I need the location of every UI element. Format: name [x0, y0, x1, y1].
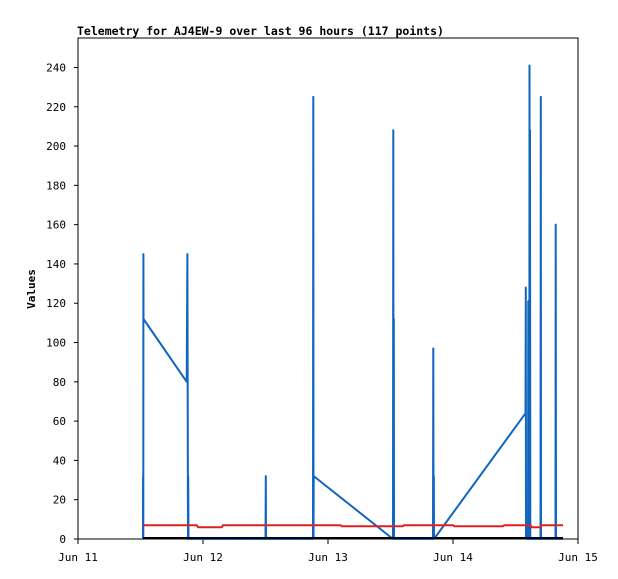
- y-tick-label: 80: [53, 376, 66, 389]
- y-tick-label: 20: [53, 494, 66, 507]
- y-tick-label: 120: [46, 297, 66, 310]
- y-axis-label: Values: [25, 269, 38, 309]
- y-tick-label: 180: [46, 179, 66, 192]
- plot-area-frame: [77, 37, 579, 540]
- series-line-0: [142, 64, 563, 540]
- y-axis-ticks: 0 20 40 60 80 100 120 140 160 180 200 220 240: [46, 61, 78, 546]
- y-tick-label: 240: [46, 61, 66, 74]
- chart-title: Telemetry for AJ4EW-9 over last 96 hours…: [77, 24, 444, 38]
- y-tick-label: 100: [46, 337, 66, 350]
- data-series: [142, 64, 563, 540]
- x-tick-label: Jun 12: [183, 551, 223, 564]
- x-tick-label: Jun 14: [433, 551, 473, 564]
- y-tick-label: 220: [46, 101, 66, 114]
- y-tick-label: 140: [46, 258, 66, 271]
- x-tick-label: Jun 15: [558, 551, 598, 564]
- y-tick-label: 60: [53, 415, 66, 428]
- y-tick-label: 160: [46, 219, 66, 232]
- y-tick-label: 40: [53, 454, 66, 467]
- x-tick-label: Jun 13: [308, 551, 348, 564]
- y-tick-label: 0: [59, 533, 66, 546]
- y-tick-label: 200: [46, 140, 66, 153]
- series-line-1: [143, 524, 563, 529]
- x-tick-label: Jun 11: [58, 551, 98, 564]
- x-axis-ticks: Jun 11 Jun 12 Jun 13 Jun 14 Jun 15: [58, 539, 598, 564]
